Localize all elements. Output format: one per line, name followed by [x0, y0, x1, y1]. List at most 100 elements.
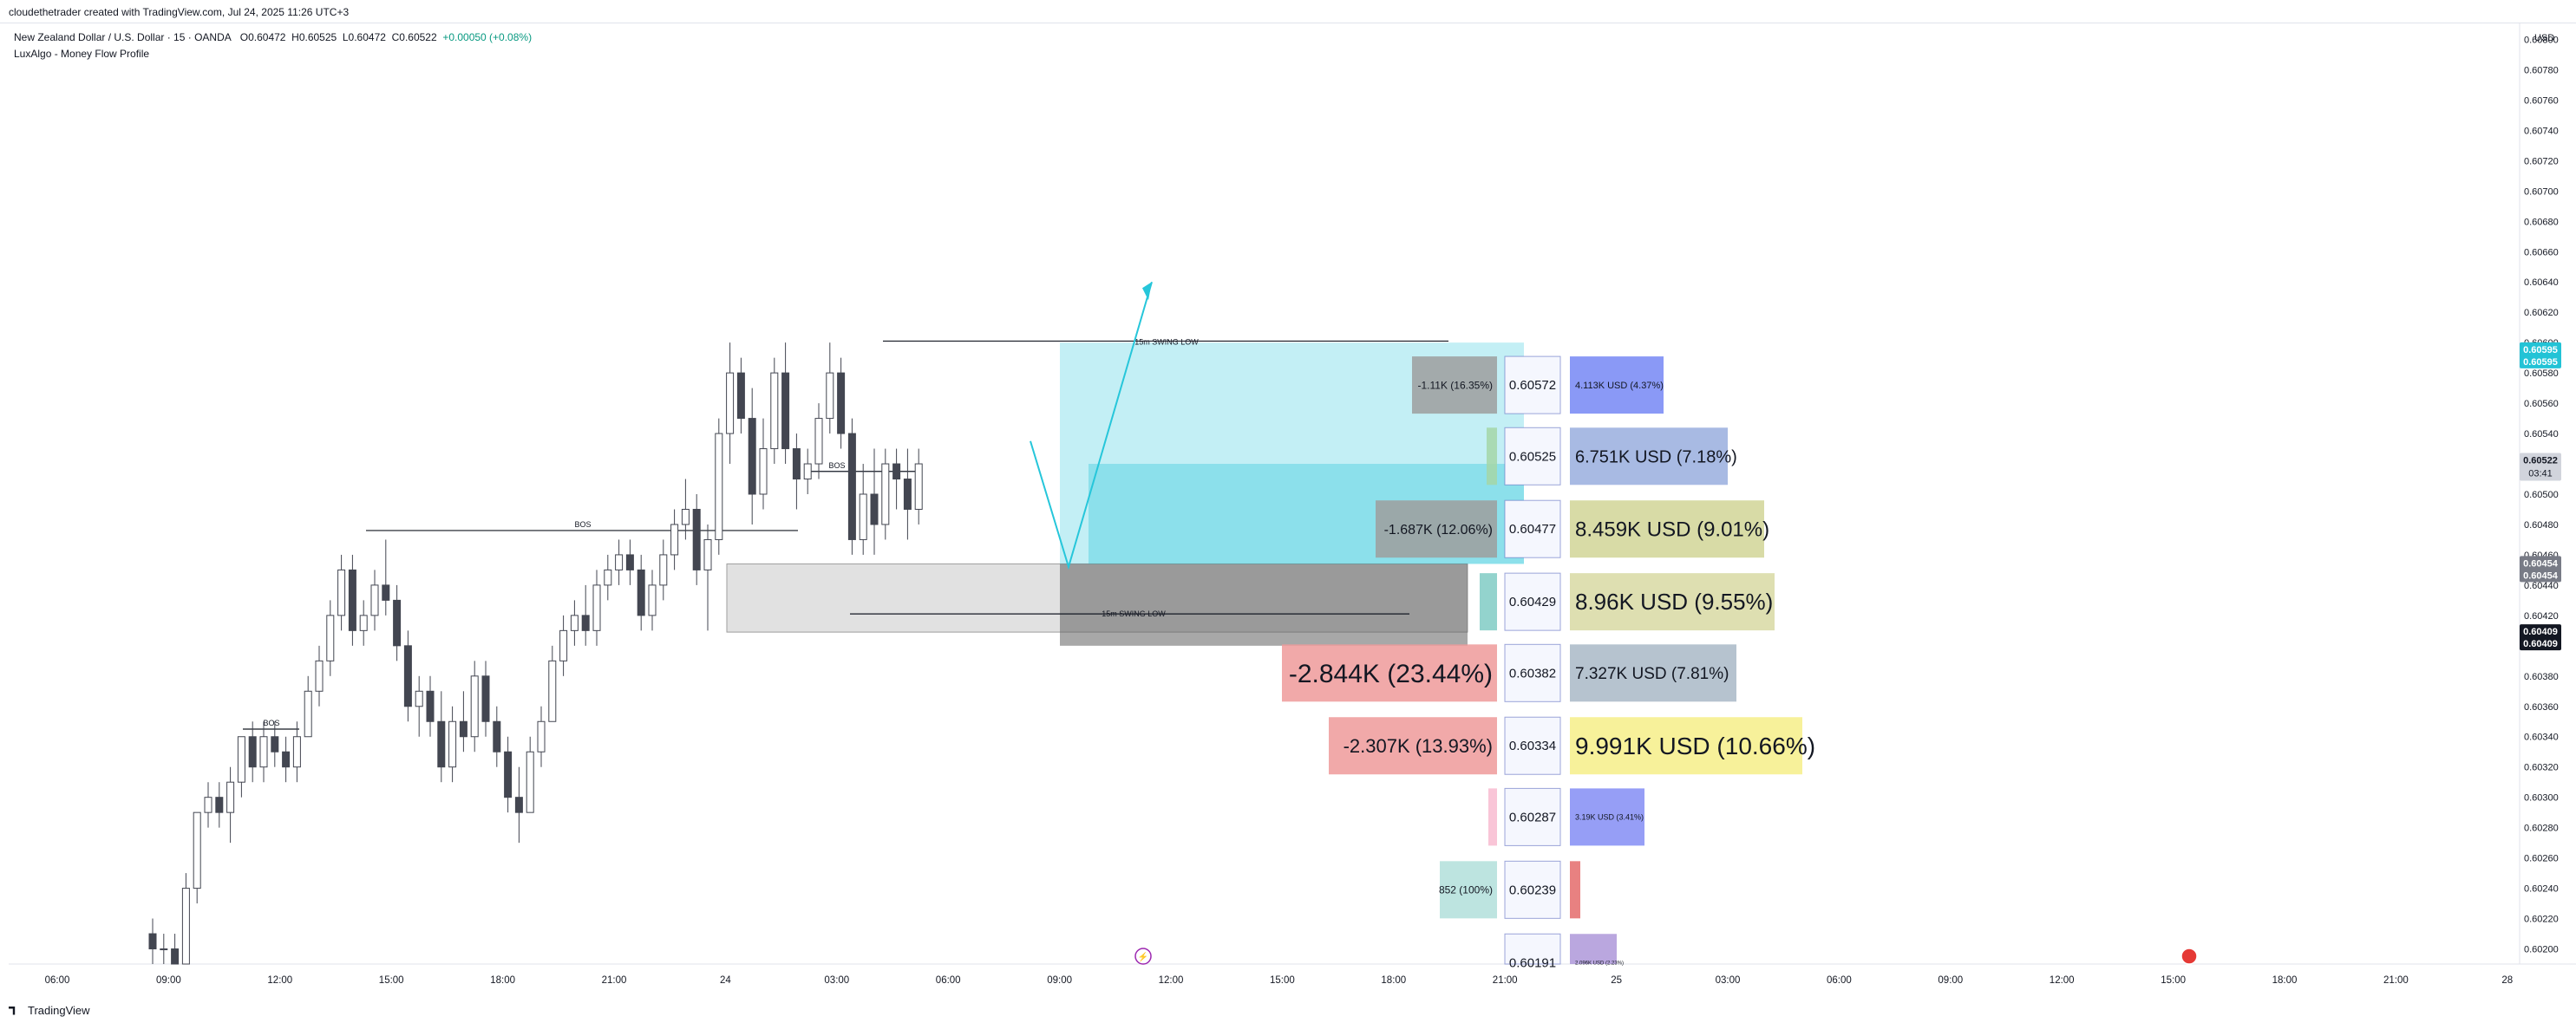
candle[interactable] [315, 660, 324, 692]
candle[interactable] [204, 797, 212, 813]
candle[interactable] [837, 372, 846, 434]
candle[interactable] [903, 479, 912, 510]
candle[interactable] [326, 615, 335, 661]
candle[interactable] [559, 629, 568, 661]
profile-right-bar[interactable] [1570, 573, 1775, 631]
candle[interactable] [859, 493, 867, 540]
profile-right-bar[interactable] [1570, 356, 1664, 414]
candle[interactable] [215, 797, 224, 813]
candle[interactable] [692, 508, 701, 570]
profile-left-bar[interactable] [1487, 427, 1497, 485]
candle[interactable] [803, 463, 812, 480]
profile-left-bar[interactable] [1488, 788, 1497, 846]
candle[interactable] [259, 736, 268, 768]
candle[interactable] [148, 933, 157, 950]
profile-right-bar[interactable] [1570, 861, 1580, 919]
profile-level-box[interactable] [1504, 716, 1561, 775]
candle[interactable] [881, 463, 890, 525]
profile-left-bar[interactable] [1282, 644, 1497, 702]
candle[interactable] [193, 811, 201, 889]
candle[interactable] [537, 720, 546, 753]
candle[interactable] [659, 554, 668, 586]
candle[interactable] [382, 584, 390, 601]
profile-right-bar[interactable] [1570, 427, 1728, 485]
profile-left-bar[interactable] [1480, 573, 1497, 631]
indicator-name[interactable]: LuxAlgo - Money Flow Profile [14, 48, 150, 60]
candle[interactable] [504, 751, 513, 798]
candle[interactable] [426, 690, 435, 722]
candle[interactable] [248, 736, 257, 768]
candle[interactable] [581, 615, 590, 631]
candle[interactable] [736, 372, 745, 420]
candle[interactable] [514, 797, 523, 813]
candle[interactable] [792, 448, 801, 480]
candle[interactable] [548, 660, 557, 722]
candle[interactable] [781, 372, 790, 450]
symbol-name[interactable]: New Zealand Dollar / U.S. Dollar · 15 · … [14, 31, 232, 43]
tradingview-logo[interactable]: TradingView [9, 1004, 90, 1017]
candle[interactable] [892, 463, 901, 480]
candle[interactable] [459, 720, 467, 738]
candle[interactable] [648, 584, 657, 616]
candle[interactable] [870, 493, 879, 525]
candle[interactable] [237, 736, 245, 783]
candle[interactable] [526, 751, 534, 813]
candle[interactable] [748, 418, 756, 495]
candle[interactable] [481, 675, 490, 722]
candle[interactable] [914, 463, 923, 510]
candle[interactable] [226, 781, 235, 813]
profile-level-box[interactable] [1504, 933, 1561, 965]
profile-level-box[interactable] [1504, 572, 1561, 631]
candle[interactable] [826, 372, 834, 420]
profile-level-box[interactable] [1504, 643, 1561, 702]
candle[interactable] [592, 584, 601, 631]
candle[interactable] [370, 584, 379, 616]
candle[interactable] [726, 372, 735, 434]
profile-level-box[interactable] [1504, 355, 1561, 414]
candle[interactable] [393, 599, 402, 647]
candle[interactable] [359, 615, 368, 631]
candle[interactable] [670, 524, 679, 556]
us-flag-icon[interactable] [2180, 948, 2198, 965]
candle[interactable] [292, 736, 301, 768]
profile-level-box[interactable] [1504, 787, 1561, 846]
candle[interactable] [403, 645, 412, 707]
candle[interactable] [493, 720, 501, 753]
profile-right-bar[interactable] [1570, 717, 1802, 775]
candle[interactable] [681, 508, 690, 525]
profile-level-box[interactable] [1504, 427, 1561, 485]
profile-left-bar[interactable] [1376, 500, 1497, 558]
candle[interactable] [715, 433, 723, 540]
candle[interactable] [415, 690, 423, 707]
event-flash-icon[interactable] [1134, 948, 1152, 965]
candle[interactable] [437, 720, 446, 768]
projection-path[interactable] [1030, 281, 1153, 570]
profile-level-box[interactable] [1504, 499, 1561, 558]
candle[interactable] [703, 538, 712, 570]
candle[interactable] [770, 372, 779, 450]
profile-right-bar[interactable] [1570, 934, 1617, 964]
candle[interactable] [304, 690, 312, 738]
candle[interactable] [348, 569, 356, 631]
candle[interactable] [570, 615, 579, 631]
candle[interactable] [271, 736, 279, 753]
candle[interactable] [814, 418, 823, 465]
candle[interactable] [604, 569, 612, 586]
candle[interactable] [637, 569, 645, 616]
profile-right-bar[interactable] [1570, 500, 1764, 558]
profile-right-bar[interactable] [1570, 644, 1736, 702]
candle[interactable] [615, 554, 624, 570]
candle[interactable] [625, 554, 634, 570]
candle[interactable] [448, 720, 457, 768]
profile-left-bar[interactable] [1329, 717, 1497, 775]
candle[interactable] [282, 751, 291, 768]
candle[interactable] [470, 675, 479, 738]
candle[interactable] [181, 888, 190, 965]
profile-left-bar[interactable] [1412, 356, 1497, 414]
candle[interactable] [847, 433, 856, 540]
candle[interactable] [759, 448, 768, 495]
profile-right-bar[interactable] [1570, 788, 1644, 846]
profile-left-bar[interactable] [1440, 861, 1497, 919]
candle[interactable] [337, 569, 346, 616]
